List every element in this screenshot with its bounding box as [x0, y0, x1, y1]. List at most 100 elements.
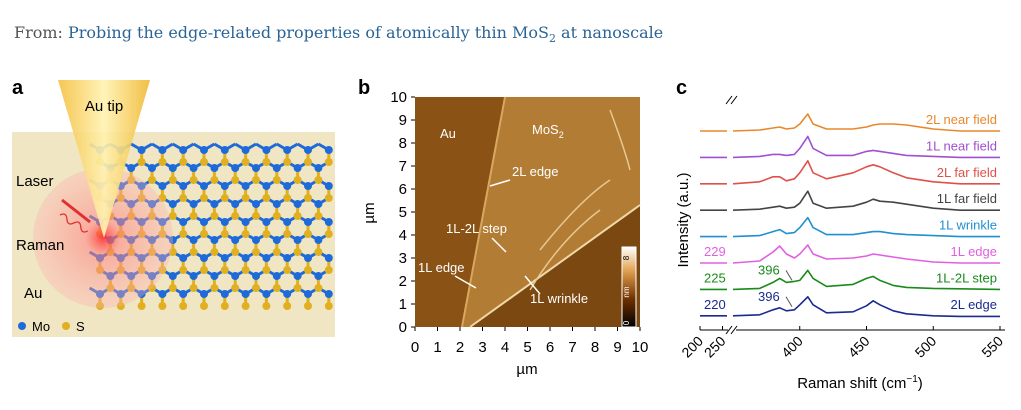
axis-break — [730, 325, 738, 335]
atom — [304, 266, 312, 274]
atom — [189, 200, 198, 208]
atom — [293, 176, 302, 184]
annotation-arrow — [524, 275, 541, 295]
atom — [324, 254, 333, 262]
atom — [283, 290, 292, 298]
series-label: 1L far field — [937, 191, 997, 206]
y-tick-label: 5 — [399, 204, 407, 221]
atom — [272, 200, 281, 208]
y-tick-label: 2 — [399, 273, 407, 290]
colorbar-min: 0 — [622, 320, 631, 325]
x-tick-label: 200 — [678, 333, 706, 361]
atom — [293, 164, 302, 172]
source-title[interactable]: Probing the edge-related properties of a… — [68, 23, 663, 45]
atom — [200, 230, 208, 238]
atom — [314, 284, 323, 292]
atom — [283, 158, 292, 166]
atom — [293, 248, 302, 256]
atom — [283, 146, 292, 154]
atom — [262, 194, 271, 202]
spectrum — [700, 244, 1000, 264]
atom — [252, 164, 260, 172]
atom — [200, 158, 208, 166]
atom — [231, 164, 240, 172]
atom — [262, 182, 271, 190]
spectrum — [700, 160, 1000, 185]
atom — [200, 218, 208, 226]
atom — [200, 254, 208, 262]
colorbar-unit: nm — [622, 286, 631, 297]
atom — [158, 182, 167, 190]
atom — [179, 290, 188, 298]
y-tick-label: 6 — [399, 181, 407, 198]
atom — [168, 164, 177, 172]
atom — [262, 218, 271, 226]
atom — [241, 266, 250, 274]
atom — [252, 284, 260, 292]
atom — [241, 230, 250, 238]
atom — [272, 236, 281, 244]
atom — [314, 200, 323, 208]
atom — [293, 236, 302, 244]
atom — [189, 284, 198, 292]
atom — [283, 230, 292, 238]
series-label: 1L wrinkle — [939, 218, 997, 233]
title-text[interactable]: Probing the edge-related properties of a… — [68, 23, 549, 42]
atom — [262, 254, 271, 262]
atom — [220, 302, 229, 310]
atom — [189, 164, 198, 172]
atom — [324, 230, 333, 238]
x-tick-label: 550 — [978, 333, 1006, 361]
atom — [179, 218, 188, 226]
atom — [179, 146, 188, 154]
atom — [324, 266, 333, 274]
au-tip — [58, 80, 150, 238]
region-text: MoS — [532, 122, 559, 137]
x-tick-label: 8 — [591, 339, 599, 356]
atom — [210, 272, 219, 280]
annotation-arrow — [491, 237, 507, 253]
title-sub[interactable]: 2 — [549, 32, 556, 45]
y-tick-label: 9 — [399, 112, 407, 129]
atom — [262, 302, 271, 310]
raman-wave — [59, 213, 89, 233]
atom — [158, 302, 167, 310]
atom — [210, 248, 219, 256]
atom — [231, 236, 240, 244]
annotations: Au MoS2 2L edge 1L-2L step 1L edge 1L wrinkle — [418, 122, 588, 306]
atom — [179, 194, 188, 202]
atom — [272, 248, 281, 256]
atom — [220, 254, 229, 262]
series-label: 2L near field — [926, 112, 997, 127]
atom — [252, 200, 260, 208]
atom — [189, 176, 198, 184]
y-tick-label: 3 — [399, 250, 407, 267]
atom — [304, 230, 312, 238]
atom — [210, 164, 219, 172]
atom — [304, 302, 312, 310]
y-label: µm — [361, 202, 378, 223]
atom — [283, 218, 292, 226]
atom — [210, 200, 219, 208]
atom — [137, 158, 146, 166]
atom — [220, 194, 229, 202]
atom — [200, 266, 208, 274]
peak-label: 225 — [704, 270, 726, 285]
atom — [210, 212, 219, 220]
peak-label: 396 — [758, 289, 780, 304]
annotation: 2L edge — [512, 164, 559, 179]
spectrum — [700, 135, 1000, 159]
atom — [241, 254, 250, 262]
x-tick-label: 5 — [523, 339, 531, 356]
atom — [179, 266, 188, 274]
atom — [283, 182, 292, 190]
x-tick-label: 4 — [501, 339, 509, 356]
spectrum — [700, 296, 1000, 318]
atom — [241, 302, 250, 310]
atom — [148, 176, 156, 184]
atom — [210, 176, 219, 184]
atom — [283, 302, 292, 310]
atom — [231, 272, 240, 280]
atom — [179, 182, 188, 190]
title-end[interactable]: at nanoscale — [556, 23, 663, 42]
